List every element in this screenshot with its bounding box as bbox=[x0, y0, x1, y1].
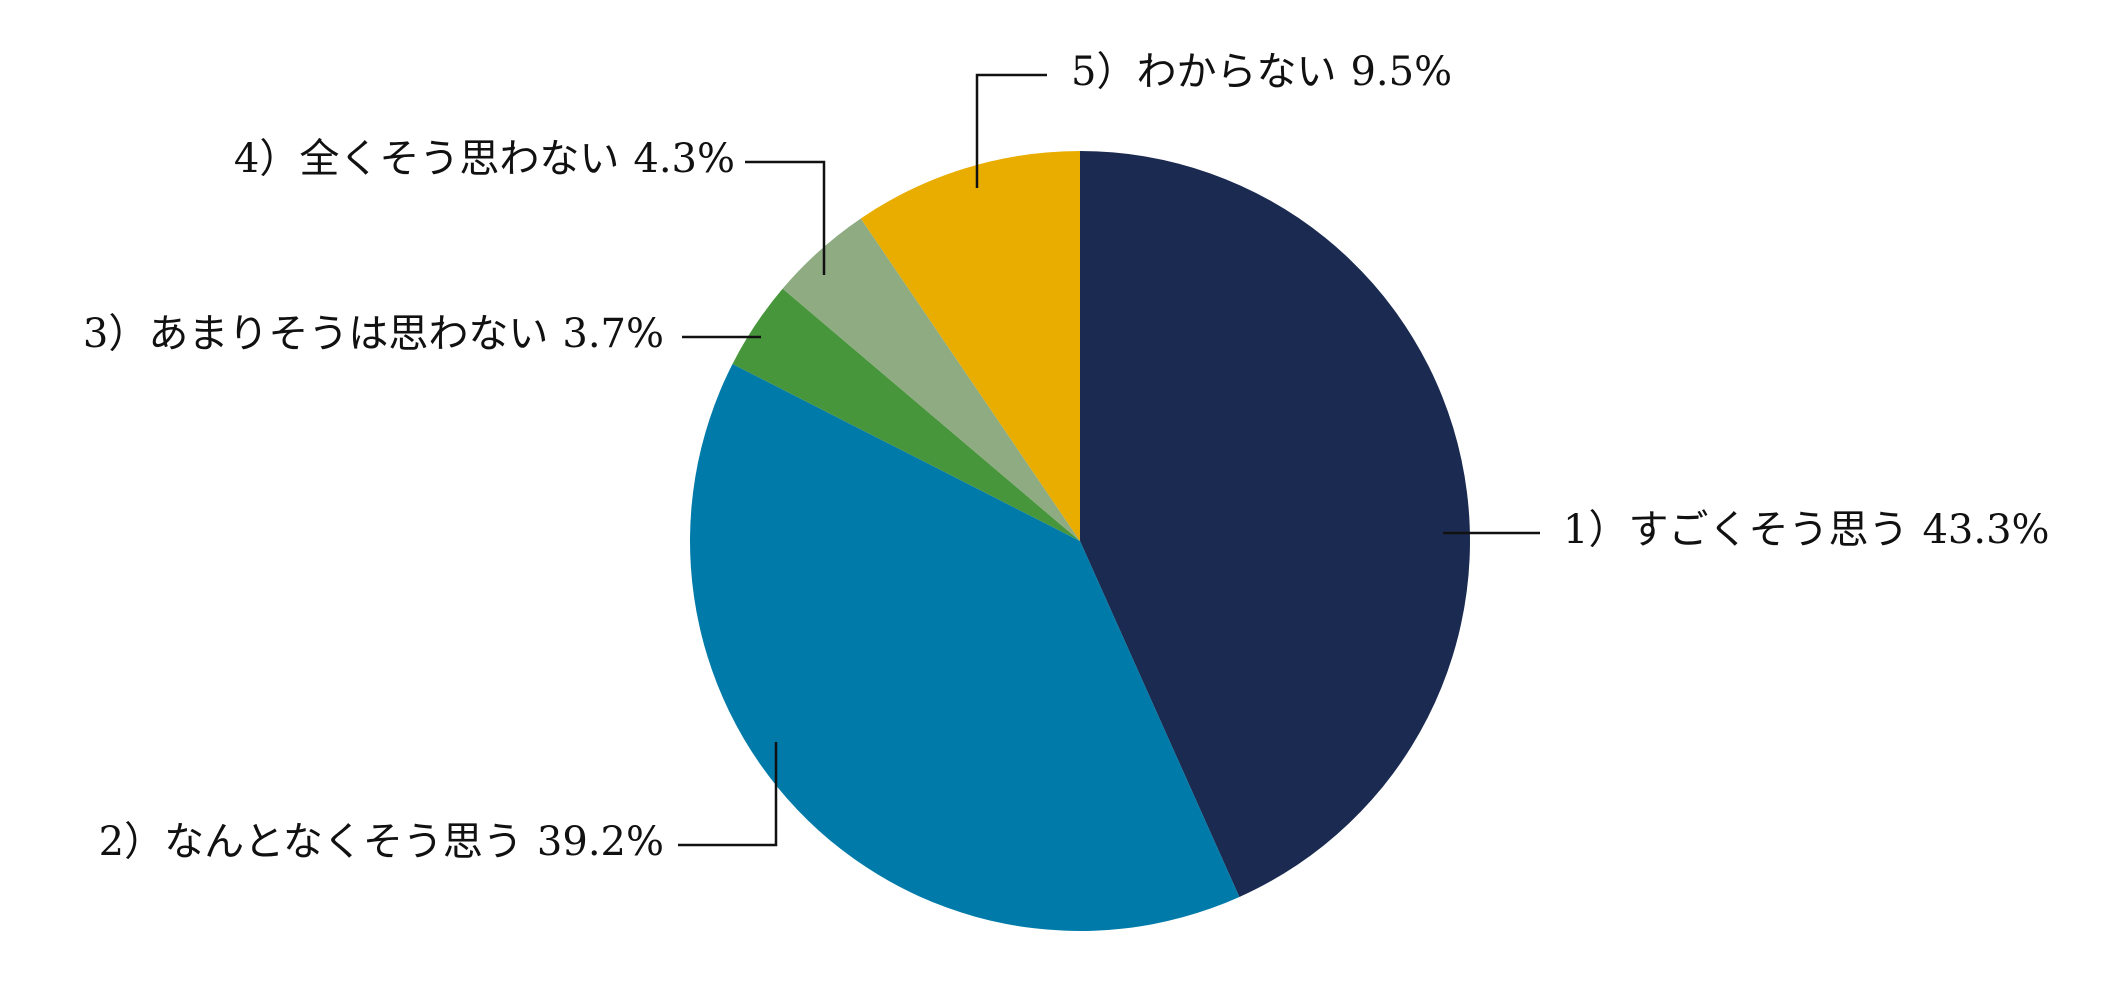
value-label: 43.3% bbox=[1922, 507, 2049, 553]
category-label: 5）わからない bbox=[1071, 49, 1336, 95]
pie-slice bbox=[860, 151, 1080, 541]
value-label: 3.7% bbox=[562, 311, 664, 357]
leader-line bbox=[975, 73, 1047, 188]
leader-line bbox=[745, 160, 826, 275]
pie-slice bbox=[732, 288, 1080, 541]
pie-slice bbox=[1080, 151, 1471, 897]
value-label: 39.2% bbox=[537, 819, 664, 865]
slice-label: 3）あまりそうは思わない 3.7% bbox=[83, 311, 664, 357]
category-label: 1）すごくそう思う bbox=[1563, 507, 1908, 553]
pie-slice bbox=[689, 363, 1240, 932]
category-label: 2）なんとなくそう思う bbox=[99, 819, 523, 865]
leader-line bbox=[678, 742, 778, 847]
pie-slice bbox=[782, 218, 1080, 541]
category-label: 3）あまりそうは思わない bbox=[83, 311, 548, 357]
value-label: 4.3% bbox=[633, 136, 735, 182]
slice-label: 2）なんとなくそう思う 39.2% bbox=[99, 819, 664, 865]
slice-label: 5）わからない 9.5% bbox=[1071, 49, 1452, 95]
value-label: 9.5% bbox=[1350, 49, 1452, 95]
slice-label: 1）すごくそう思う 43.3% bbox=[1563, 507, 2050, 553]
slice-label: 4）全くそう思わない 4.3% bbox=[234, 136, 735, 182]
category-label: 4）全くそう思わない bbox=[234, 136, 619, 182]
